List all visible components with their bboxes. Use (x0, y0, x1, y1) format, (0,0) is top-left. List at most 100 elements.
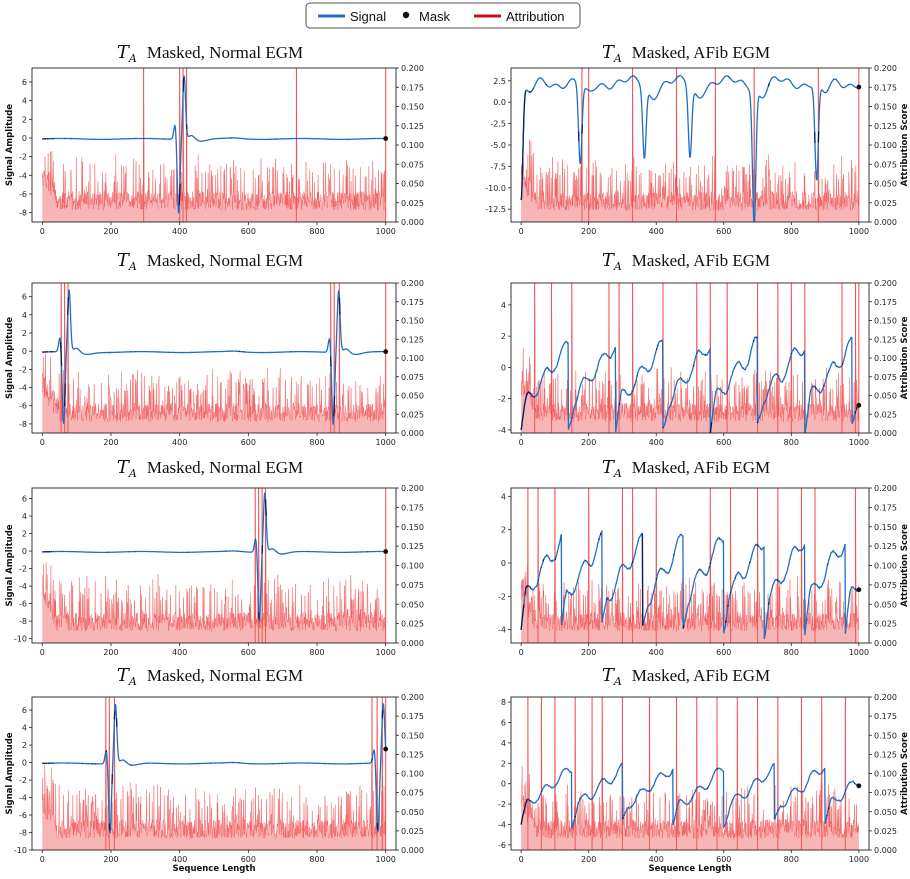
y-tick-label: 4 (22, 97, 27, 106)
y-axis-label: Signal Amplitude (5, 732, 15, 814)
y2-tick-label: 0.150 (401, 103, 424, 112)
y2-tick-label: 0.125 (874, 750, 897, 759)
y2-tick-label: 0.075 (401, 373, 424, 382)
subplot-title: TA Masked, Normal EGM (117, 42, 303, 65)
y2-tick-label: 0.125 (401, 750, 424, 759)
x-tick-label: 1000 (376, 227, 396, 236)
x-tick-label: 800 (309, 438, 324, 447)
signal-series (42, 703, 387, 834)
x-tick-label: 0 (519, 855, 524, 864)
y2-tick-label: 0.200 (874, 693, 897, 702)
y-tick-label: 2 (22, 530, 27, 539)
y-tick-label: 6 (22, 78, 27, 87)
y-tick-label: 4 (22, 512, 27, 521)
y2-tick-label: 0.050 (401, 600, 424, 609)
x-tick-label: 400 (649, 438, 664, 447)
attribution-series (42, 697, 387, 850)
mask-end-dot (856, 783, 862, 789)
y2-tick-label: 0.050 (874, 808, 897, 817)
x-tick-label: 1000 (849, 648, 869, 657)
x-tick-label: 800 (309, 227, 324, 236)
signal-series (42, 76, 385, 214)
subplot-3: 0 200 400 600 800 1000 -8 -6 -4 -2 0 2 4 6 0.000 0.025 0… (5, 250, 424, 447)
attribution-line (520, 68, 860, 211)
y-tick-label: -8 (19, 209, 27, 218)
mask-end-dot (856, 84, 862, 90)
y-tick-label: -4 (498, 626, 506, 635)
legend-frame (305, 2, 581, 29)
y-tick-label: 2.5 (493, 77, 506, 86)
y-tick-label: -4 (498, 426, 506, 435)
attribution-series (42, 68, 387, 222)
y2-tick-label: 0.025 (401, 410, 424, 419)
y2-tick-label: 0.200 (874, 64, 897, 73)
mask-segments (520, 336, 860, 433)
legend-signal-label: Signal (350, 9, 386, 24)
x-tick-label: 0 (519, 648, 524, 657)
y2-tick-label: 0.125 (874, 335, 897, 344)
y-tick-label: -6 (19, 811, 27, 820)
x-tick-label: 200 (103, 227, 118, 236)
y2-tick-label: 0.075 (874, 160, 897, 169)
y2-tick-label: 0.100 (874, 141, 897, 150)
y-tick-label: -6 (19, 190, 27, 199)
subplot-title: TA Masked, AFib EGM (602, 457, 770, 480)
y-tick-label: -4 (19, 582, 27, 591)
y2-tick-label: 0.100 (401, 562, 424, 571)
y2-tick-label: 0.125 (874, 122, 897, 131)
y-tick-label: 0.0 (493, 98, 506, 107)
y-axis-label: Signal Amplitude (5, 317, 15, 399)
y2-tick-label: 0.200 (401, 693, 424, 702)
subplot-title: TA Masked, Normal EGM (117, 665, 303, 688)
x-axis-label: Sequence Length (648, 864, 731, 874)
subplot-5: 0 200 400 600 800 1000 -10 -8 -6 -4 -2 0 2 4 6 0.000 0.0… (5, 457, 424, 657)
y2-tick-label: 0.150 (401, 731, 424, 740)
subplot-title: TA Masked, AFib EGM (602, 42, 770, 65)
x-tick-label: 400 (172, 227, 187, 236)
y2-tick-label: 0.175 (401, 83, 424, 92)
y2-tick-label: 0.025 (874, 827, 897, 836)
mask-end-dot (856, 402, 862, 408)
y2-tick-label: 0.000 (401, 218, 424, 227)
y-tick-label: 0 (22, 134, 27, 143)
y-tick-label: -2 (19, 153, 27, 162)
y2-tick-label: 0.100 (401, 141, 424, 150)
x-tick-label: 1000 (376, 438, 396, 447)
y2-tick-label: 0.050 (874, 392, 897, 401)
y2-tick-label: 0.000 (874, 639, 897, 648)
y2-axis-label: Attribution Score (900, 732, 910, 815)
signal-line (42, 75, 386, 214)
x-tick-label: 200 (103, 438, 118, 447)
y2-tick-label: 0.025 (401, 620, 424, 629)
y2-tick-label: 0.000 (874, 846, 897, 855)
x-tick-label: 1000 (376, 648, 396, 657)
y-tick-label: 0 (22, 347, 27, 356)
y-tick-label: -4 (19, 794, 27, 803)
mask-segments (42, 297, 386, 417)
y-tick-label: 2 (22, 741, 27, 750)
y-tick-label: 0 (501, 363, 506, 372)
y-tick-label: -6 (19, 600, 27, 609)
x-tick-label: 600 (716, 855, 731, 864)
y2-tick-label: 0.100 (874, 354, 897, 363)
y-tick-label: 4 (22, 724, 27, 733)
subplot-2: 0 200 400 600 800 1000 -12.5 -10.0 -7.5 -5.0 -2.5 0… (485, 42, 910, 236)
y-tick-label: 6 (501, 719, 506, 728)
x-tick-label: 600 (241, 227, 256, 236)
y2-tick-label: 0.150 (874, 731, 897, 740)
y2-tick-label: 0.100 (401, 354, 424, 363)
mask-end-dot (383, 136, 389, 141)
legend-mask-swatch (402, 11, 410, 19)
x-tick-label: 800 (784, 227, 799, 236)
x-tick-label: 600 (716, 438, 731, 447)
y2-tick-label: 0.000 (401, 846, 424, 855)
x-tick-label: 200 (103, 648, 118, 657)
signal-line (42, 703, 387, 834)
y-tick-label: -10 (14, 846, 27, 855)
y-tick-label: -4 (19, 384, 27, 393)
y-tick-label: 8 (501, 698, 506, 707)
y-tick-label: 2 (22, 329, 27, 338)
x-tick-label: 0 (40, 227, 45, 236)
x-tick-label: 1000 (849, 438, 869, 447)
legend: Signal Mask Attribution (305, 2, 581, 29)
